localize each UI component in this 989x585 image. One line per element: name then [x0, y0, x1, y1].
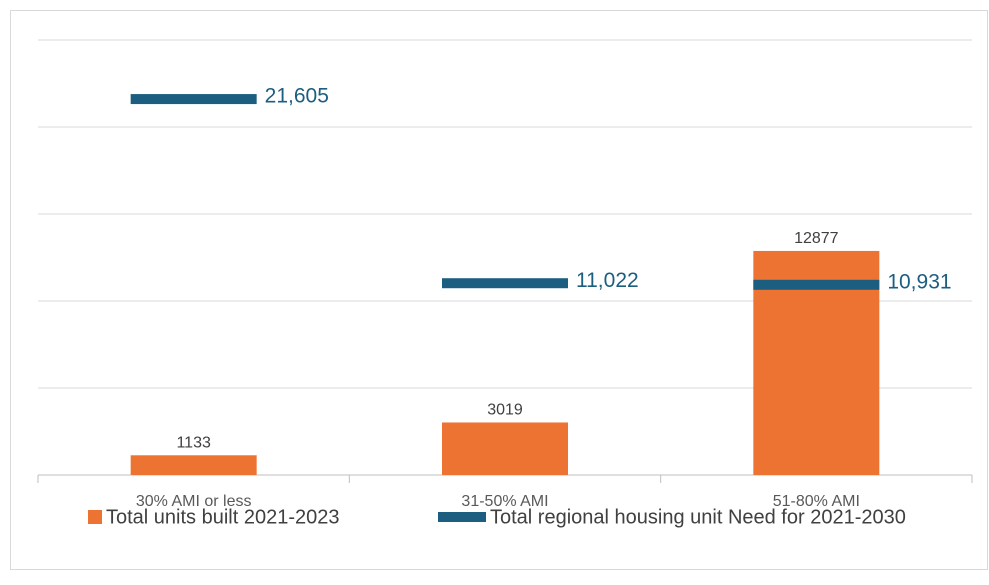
- need-value-label: 21,605: [265, 85, 329, 108]
- x-tick-label: 31-50% AMI: [461, 493, 548, 510]
- bar-value-label: 1133: [176, 435, 211, 452]
- need-marker: [753, 279, 880, 290]
- legend-swatch: [88, 510, 102, 524]
- need-value-label: 11,022: [576, 269, 639, 292]
- need-value-label: 10,931: [887, 270, 951, 293]
- legend-label: Total units built 2021-2023: [106, 506, 340, 528]
- x-tick-label: 30% AMI or less: [136, 493, 252, 510]
- need-marker: [442, 278, 568, 289]
- bar: [130, 455, 257, 475]
- legend-swatch: [438, 512, 486, 522]
- bar-value-label: 12877: [794, 230, 839, 247]
- x-tick-label: 51-80% AMI: [773, 493, 860, 510]
- bar: [442, 422, 568, 475]
- bar-value-label: 3019: [487, 402, 523, 419]
- need-marker: [130, 94, 257, 105]
- legend-label: Total regional housing unit Need for 202…: [490, 506, 906, 528]
